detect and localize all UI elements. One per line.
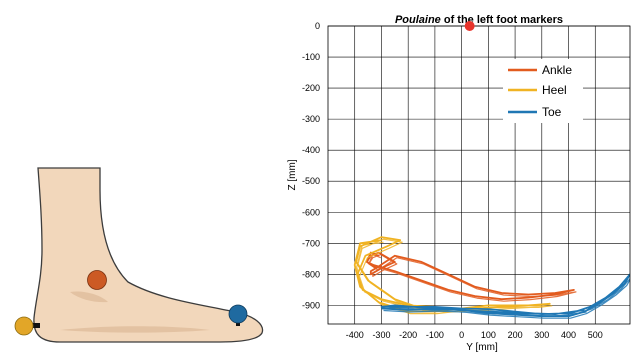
chart-grid (328, 25, 630, 324)
series-line-toe-cycle (382, 277, 630, 319)
y-tick-label: -900 (302, 300, 320, 310)
y-tick-label: -700 (302, 238, 320, 248)
foot-sole-shadow (60, 326, 210, 333)
x-tick-label: 400 (561, 330, 576, 340)
plot-frame (327, 25, 631, 325)
toe-marker (228, 304, 248, 326)
x-tick-label: -400 (346, 330, 364, 340)
foot-arch-shadow (70, 291, 108, 303)
legend-label-heel: Heel (542, 83, 567, 97)
origin-marker (464, 21, 475, 31)
x-tick-label: -100 (426, 330, 444, 340)
y-tick-labels: 0 -100 -200 -300 -400 -500 -600 -700 -800 -900 (302, 21, 320, 310)
y-tick-label: -400 (302, 145, 320, 155)
y-tick-label: -600 (302, 207, 320, 217)
x-axis-label: Y [mm] (466, 342, 498, 353)
series-line-ankle (365, 251, 575, 301)
y-tick-label: -100 (302, 52, 320, 62)
x-tick-label: 300 (534, 330, 549, 340)
x-tick-labels: -400 -300 -200 -100 0 100 200 300 400 500 (346, 330, 603, 340)
chart-title-rest: of the left foot markers (441, 14, 563, 26)
legend-label-toe: Toe (542, 105, 562, 119)
legend: Ankle Heel Toe (503, 59, 583, 123)
chart-title-italic: Poulaine (395, 14, 441, 26)
chart-title: Poulaine of the left foot markers (395, 14, 563, 26)
y-tick-label: 0 (315, 21, 320, 31)
ankle-marker (87, 270, 107, 290)
legend-label-ankle: Ankle (542, 63, 572, 77)
toe-marker-ball (228, 304, 248, 324)
series-line-ankle-cycle (368, 254, 577, 302)
foot-shape (33, 167, 264, 343)
x-tick-label: -300 (372, 330, 390, 340)
y-tick-label: -300 (302, 114, 320, 124)
foot-illustration (14, 167, 264, 343)
y-tick-label: -200 (302, 83, 320, 93)
legend-item-ankle: Ankle (508, 63, 572, 77)
y-tick-label: -800 (302, 269, 320, 279)
heel-marker (14, 316, 40, 336)
x-tick-label: 100 (481, 330, 496, 340)
x-tick-label: 200 (508, 330, 523, 340)
y-tick-label: -500 (302, 176, 320, 186)
chart-series (353, 236, 630, 319)
legend-item-heel: Heel (508, 83, 567, 97)
legend-item-toe: Toe (508, 105, 562, 119)
heel-marker-ball (14, 316, 34, 336)
chart: Poulaine of the left foot markers 0-100-… (287, 14, 631, 353)
x-tick-label: -200 (399, 330, 417, 340)
x-tick-label: 500 (588, 330, 603, 340)
x-tick-label: 0 (459, 330, 464, 340)
y-axis-label: Z [mm] (287, 159, 298, 190)
